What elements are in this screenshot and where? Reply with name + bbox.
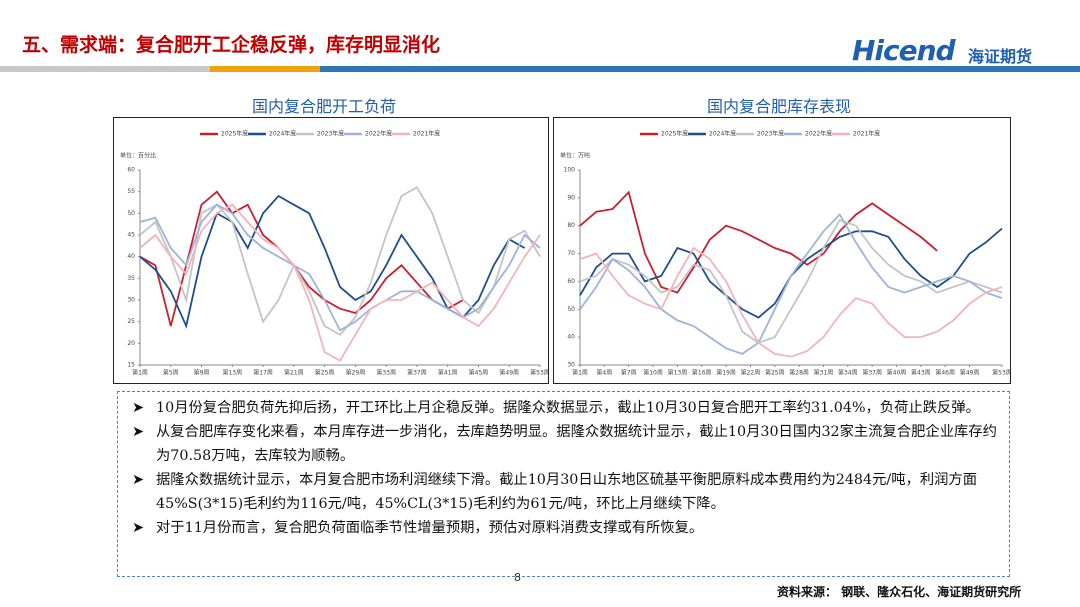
series-line [139, 203, 541, 332]
legend-label: 2022年度 [805, 130, 832, 138]
bullet: 据隆众数据统计显示，本月复合肥市场利润继续下滑。截止10月30日山东地区硫基平衡… [130, 468, 997, 516]
y-tick-label: 70 [567, 250, 575, 257]
series-line [579, 219, 1003, 344]
x-tick-label: 第46周 [935, 369, 955, 377]
y-tick-label: 40 [127, 253, 135, 260]
legend-label: 2021年度 [413, 130, 440, 138]
x-tick-label: 第22周 [741, 369, 761, 377]
x-tick-label: 第17周 [253, 369, 273, 377]
y-tick-label: 90 [567, 194, 575, 201]
header-bar [210, 66, 320, 72]
x-tick-label: 第4周 [596, 369, 612, 377]
logo: Hicend [852, 34, 956, 67]
header-bar [320, 66, 1080, 72]
series-line [579, 227, 1003, 319]
legend-label: 2022年度 [365, 130, 392, 138]
y-tick-label: 50 [567, 306, 575, 313]
series-line [139, 186, 541, 336]
x-tick-label: 第53周 [530, 369, 549, 377]
y-tick-label: 60 [127, 167, 135, 174]
y-tick-label: 30 [127, 297, 135, 304]
y-tick-label: 25 [127, 318, 135, 325]
x-tick-label: 第13周 [222, 369, 242, 377]
y-tick-label: 60 [567, 278, 575, 285]
unit-label: 单位：万吨 [560, 152, 590, 160]
x-tick-label: 第45周 [469, 369, 489, 377]
x-tick-label: 第37周 [407, 369, 427, 377]
x-tick-label: 第33周 [376, 369, 396, 377]
legend-label: 2024年度 [709, 130, 736, 138]
legend-label: 2025年度 [221, 130, 248, 138]
chart: 单位：百分比 15 20 25 30 35 40 45 50 55 60 第1周 第5周 第9周 第13周 第… [113, 117, 549, 384]
series-line [139, 203, 541, 362]
x-tick-label: 第28周 [789, 369, 809, 377]
x-tick-label: 第13周 [668, 369, 688, 377]
slide-title: 五、需求端：复合肥开工企稳反弹，库存明显消化 [22, 34, 441, 56]
x-tick-label: 第43周 [911, 369, 931, 377]
legend-label: 2025年度 [661, 130, 688, 138]
x-tick-label: 第19周 [716, 369, 736, 377]
series-line [139, 190, 464, 327]
unit-label: 单位：百分比 [120, 152, 156, 160]
x-tick-label: 第49周 [960, 369, 980, 377]
y-tick-label: 40 [567, 334, 575, 341]
page-number: 8 [514, 571, 521, 584]
x-tick-label: 第49周 [499, 369, 519, 377]
legend-label: 2021年度 [853, 130, 880, 138]
y-tick-label: 45 [127, 232, 135, 239]
x-tick-label: 第41周 [438, 369, 458, 377]
y-tick-label: 35 [127, 275, 135, 282]
x-tick-label: 第34周 [838, 369, 858, 377]
bullet: 从复合肥库存变化来看，本月库存进一步消化，去库趋势明显。据隆众数据统计显示，截止… [130, 420, 997, 468]
x-tick-label: 第16周 [692, 369, 712, 377]
x-tick-label: 第7周 [621, 369, 637, 377]
legend-label: 2024年度 [269, 130, 296, 138]
x-tick-label: 第1周 [132, 369, 148, 377]
x-tick-label: 第9周 [194, 369, 210, 377]
x-tick-label: 第10周 [643, 369, 663, 377]
y-tick-label: 15 [127, 362, 135, 369]
x-tick-label: 第25周 [765, 369, 785, 377]
y-tick-label: 50 [127, 210, 135, 217]
series-line [579, 213, 1003, 355]
y-tick-label: 20 [127, 340, 135, 347]
legend-label: 2023年度 [317, 130, 344, 138]
x-tick-label: 第25周 [315, 369, 335, 377]
series-line [139, 194, 526, 329]
x-tick-label: 第37周 [862, 369, 882, 377]
x-tick-label: 第5周 [163, 369, 179, 377]
chart-title: 国内复合肥库存表现 [707, 97, 852, 116]
text-box: 10月份复合肥负荷先抑后扬，开工环比上月企稳反弹。据隆众数据显示，截止10月30… [117, 391, 1010, 577]
y-tick-label: 55 [127, 188, 135, 195]
header-bar [0, 66, 210, 72]
y-tick-label: 100 [564, 167, 576, 174]
y-tick-label: 30 [567, 362, 575, 369]
series-line [579, 190, 938, 294]
chart: 单位：万吨30405060708090100第1周 第4周 第7周 第10周 第13周第… [553, 117, 1011, 384]
bullet: 10月份复合肥负荷先抑后扬，开工环比上月企稳反弹。据隆众数据显示，截止10月30… [130, 396, 997, 420]
bullet: 对于11月份而言，复合肥负荷面临季节性增量预期，预估对原料消费支撑或有所恢复。 [130, 516, 997, 540]
x-tick-label: 第53周 [992, 369, 1011, 377]
logo-cn: 海证期货 [968, 47, 1033, 66]
source: 资料来源： 钢联、隆众石化、海证期货研究所 [777, 585, 1022, 599]
x-tick-label: 第31周 [814, 369, 834, 377]
x-tick-label: 第21周 [284, 369, 304, 377]
legend-label: 2023年度 [757, 130, 784, 138]
x-tick-label: 第40周 [887, 369, 907, 377]
chart-title: 国内复合肥开工负荷 [252, 97, 397, 116]
series-line [579, 246, 1003, 358]
y-tick-label: 80 [567, 222, 575, 229]
x-tick-label: 第29周 [346, 369, 366, 377]
x-tick-label: 第1周 [572, 369, 588, 377]
